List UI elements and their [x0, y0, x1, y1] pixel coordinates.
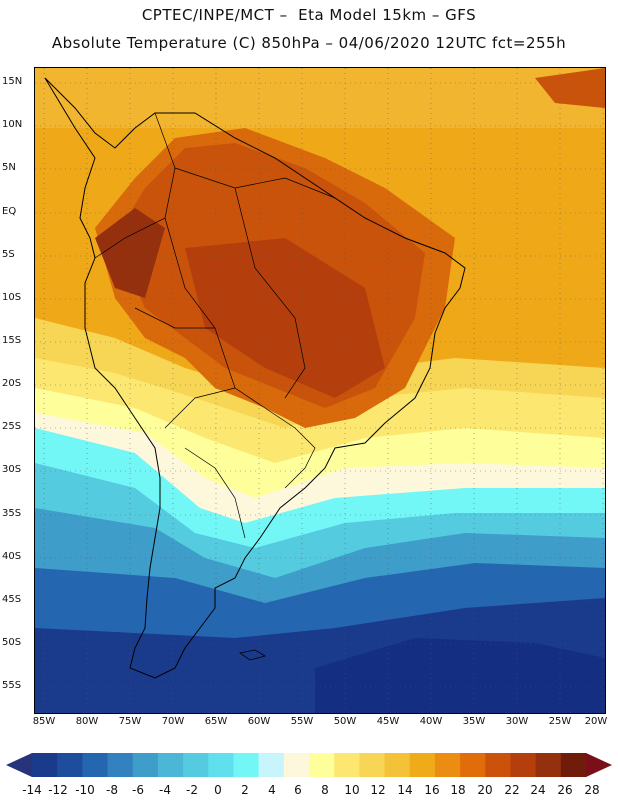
colorbar-cell — [57, 753, 83, 777]
colorbar-cell — [82, 753, 109, 777]
colorbar-cell — [384, 753, 411, 777]
falkland-islands — [239, 649, 267, 661]
colorbar-cell — [309, 753, 335, 777]
map-title-line2: Absolute Temperature (C) 850hPa – 04/06/… — [51, 34, 567, 52]
lat-label: 10S — [2, 292, 22, 303]
lat-label: 15N — [2, 76, 23, 87]
lat-label: 25S — [2, 421, 22, 432]
colorbar-cell — [107, 753, 134, 777]
temperature-field — [35, 68, 605, 713]
map-title-line1: CPTEC/INPE/MCT – Eta Model 15km – GFS — [141, 6, 477, 24]
lon-label: 55W — [290, 716, 314, 727]
colorbar-cell — [32, 753, 58, 777]
lon-label: 20W — [584, 716, 608, 727]
colorbar-label: 14 — [397, 783, 413, 797]
colorbar-label: 10 — [344, 783, 360, 797]
colorbar-cell — [560, 753, 587, 777]
colorbar-end-low — [6, 753, 32, 777]
colorbar-label: -8 — [106, 783, 118, 797]
lon-label: 70W — [161, 716, 185, 727]
colorbar-cell — [132, 753, 159, 777]
lat-label: 15S — [2, 335, 22, 346]
colorbar-label: 24 — [530, 783, 546, 797]
lat-label: 20S — [2, 378, 22, 389]
colorbar-label: -6 — [132, 783, 144, 797]
colorbar-label: -10 — [75, 783, 95, 797]
colorbar-label: 22 — [504, 783, 520, 797]
colorbar-label: 8 — [321, 783, 329, 797]
colorbar-end-high — [586, 753, 612, 777]
colorbar-cell — [233, 753, 260, 777]
colorbar-cell — [359, 753, 386, 777]
colorbar-label: -2 — [186, 783, 198, 797]
colorbar-cell — [334, 753, 360, 777]
lon-label: 35W — [462, 716, 486, 727]
colorbar-label: 28 — [584, 783, 600, 797]
colorbar-label: 12 — [370, 783, 386, 797]
lon-label: 60W — [247, 716, 271, 727]
band-minus14 — [315, 638, 605, 713]
colorbar-cell — [510, 753, 537, 777]
colorbar-cell — [258, 753, 285, 777]
lon-label: 40W — [419, 716, 443, 727]
colorbar-label: 0 — [214, 783, 222, 797]
colorbar — [6, 753, 612, 777]
colorbar-cell — [434, 753, 461, 777]
colorbar-label: -4 — [159, 783, 171, 797]
country-borders — [94, 112, 336, 539]
colorbar-cell — [460, 753, 486, 777]
colorbar-cell — [183, 753, 209, 777]
warm-patch-northeast — [535, 68, 605, 108]
lat-label: EQ — [2, 206, 17, 217]
colorbar-label: 20 — [477, 783, 493, 797]
lat-label: 5S — [2, 249, 15, 260]
lat-label: 55S — [2, 680, 22, 691]
lat-label: 30S — [2, 464, 22, 475]
colorbar-cell — [157, 753, 184, 777]
lat-label: 45S — [2, 594, 22, 605]
temperature-map — [34, 67, 606, 714]
colorbar-label: -12 — [48, 783, 68, 797]
lat-label: 10N — [2, 119, 23, 130]
south-america-coastline — [44, 77, 466, 679]
colorbar-cell — [208, 753, 234, 777]
colorbar-label: 16 — [424, 783, 440, 797]
colorbar-cell — [535, 753, 562, 777]
colorbar-cell — [409, 753, 436, 777]
colorbar-label: -14 — [22, 783, 42, 797]
colorbar-label: 18 — [450, 783, 466, 797]
lon-label: 45W — [376, 716, 400, 727]
colorbar-label: 6 — [294, 783, 302, 797]
lat-label: 35S — [2, 508, 22, 519]
graticule — [35, 68, 605, 713]
lat-label: 40S — [2, 551, 22, 562]
lat-label: 50S — [2, 637, 22, 648]
lon-label: 80W — [75, 716, 99, 727]
lat-label: 5N — [2, 162, 16, 173]
hot-core-central — [185, 238, 385, 398]
lon-label: 75W — [118, 716, 142, 727]
lon-label: 30W — [505, 716, 529, 727]
colorbar-label: 4 — [268, 783, 276, 797]
band-north-16 — [35, 68, 605, 128]
lon-label: 25W — [548, 716, 572, 727]
lon-label: 65W — [204, 716, 228, 727]
lon-label: 85W — [32, 716, 56, 727]
colorbar-label: 26 — [557, 783, 573, 797]
colorbar-cell — [485, 753, 511, 777]
colorbar-cell — [283, 753, 310, 777]
lon-label: 50W — [333, 716, 357, 727]
colorbar-label: 2 — [241, 783, 249, 797]
